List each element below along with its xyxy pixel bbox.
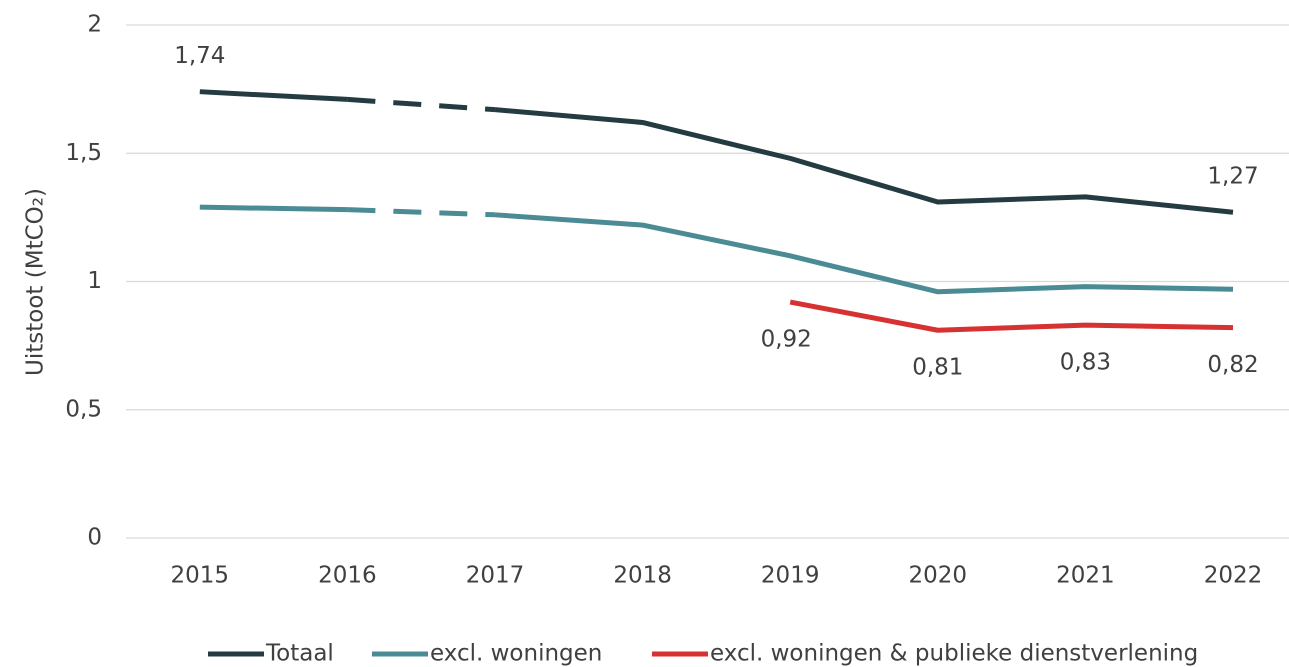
legend-label: Totaal (265, 641, 334, 667)
line (199, 204, 348, 213)
line (789, 299, 1234, 333)
x-tick-label: 2022 (1204, 563, 1263, 589)
line-dashed (347, 96, 496, 113)
data-label: 0,92 (761, 327, 812, 353)
y-tick-label: 0 (87, 525, 102, 551)
line (494, 212, 1234, 295)
legend-label: excl. woningen (430, 641, 602, 667)
x-tick-label: 2020 (909, 563, 968, 589)
data-label: 0,81 (912, 355, 963, 381)
x-tick-label: 2019 (761, 563, 820, 589)
data-label: 0,82 (1207, 352, 1258, 378)
x-tick-label: 2015 (171, 563, 230, 589)
data-label: 1,27 (1207, 164, 1258, 190)
y-tick-label: 0,5 (65, 396, 102, 422)
data-label: 0,83 (1060, 350, 1111, 376)
y-tick-label: 1 (87, 268, 102, 294)
x-tick-label: 2016 (318, 563, 377, 589)
legend-label: excl. woningen & publieke dienstverlenin… (710, 641, 1198, 667)
y-tick-label: 2 (87, 12, 102, 38)
data-label: 1,74 (174, 43, 225, 69)
x-tick-label: 2017 (466, 563, 525, 589)
x-tick-label: 2021 (1056, 563, 1115, 589)
line-dashed (347, 207, 496, 218)
y-axis-label: Uitstoot (MtCO₂) (23, 188, 49, 376)
x-tick-label: 2018 (613, 563, 672, 589)
line (199, 89, 348, 102)
line (494, 107, 1234, 215)
y-tick-label: 1,5 (65, 140, 102, 166)
